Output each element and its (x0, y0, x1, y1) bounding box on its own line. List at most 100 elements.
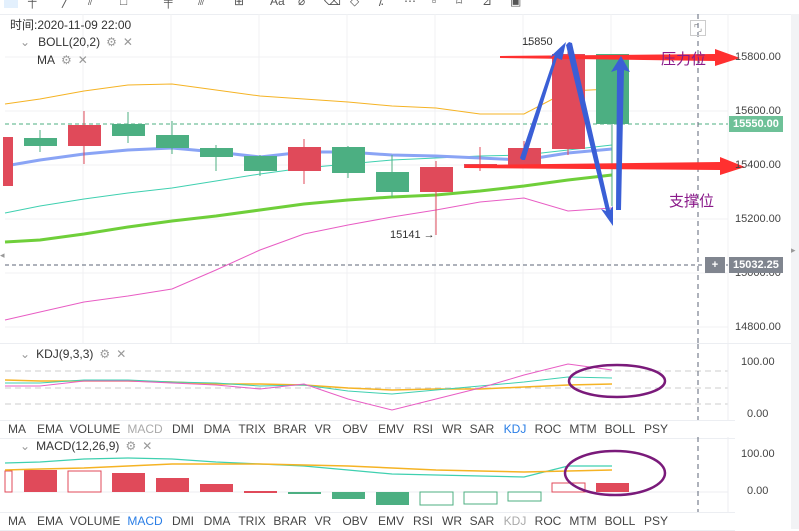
tab-macd[interactable]: MACD (127, 422, 163, 436)
boll-legend: ⌄ BOLL(20,2) ⚙ ✕ (20, 35, 133, 49)
resistance-arrow (500, 49, 740, 66)
main-chart-panel[interactable]: → 时间:2020-11-09 22:00 ⌄ BOLL(20,2) ⚙ ✕ MA ⚙ ✕… (0, 14, 799, 343)
support-arrow (465, 157, 745, 175)
macd-canvas[interactable] (0, 437, 799, 512)
expand-panel-icon[interactable]: ▸ (791, 245, 796, 255)
magnet-tool-icon[interactable]: ⌀ (298, 0, 306, 8)
tab-obv[interactable]: OBV (342, 514, 368, 528)
macd-tick-0: 0.00 (747, 485, 769, 497)
hide-tool-icon[interactable]: ⁒ (378, 0, 384, 8)
settings-gear-icon[interactable]: ⚙ (99, 347, 111, 361)
macd-panel[interactable]: ⌄ MACD(12,26,9) ⚙ ✕ 100.00 0.00 (0, 437, 799, 512)
calendar-tool-icon[interactable]: ▣ (510, 0, 522, 8)
kdj-panel[interactable]: ⌄ KDJ(9,3,3) ⚙ ✕ 100.00 0.00 (0, 343, 799, 421)
tab-roc[interactable]: ROC (534, 514, 562, 528)
tab-sar[interactable]: SAR (469, 514, 495, 528)
tab-mtm[interactable]: MTM (569, 422, 597, 436)
kdj-legend: ⌄ KDJ(9,3,3) ⚙ ✕ (20, 347, 126, 361)
tab-trix[interactable]: TRIX (238, 514, 266, 528)
favorite-tool-icon[interactable]: ⌑ (456, 0, 463, 8)
tab-roc[interactable]: ROC (534, 422, 562, 436)
price-tick: 15600.00 (735, 105, 781, 117)
main-chart-canvas[interactable]: → (0, 14, 799, 343)
tab-dmi[interactable]: DMI (172, 422, 194, 436)
drawing-toolbar: ┼ ╱ ⫽ □ ╪ ⫻ ⊞ Aa ⌀ ⌫ ◇ ⁒ ⋯ ▫ ⌑ ⊿ ▣ (0, 0, 799, 15)
tab-macd[interactable]: MACD (127, 514, 163, 528)
crosshair-add-button[interactable]: + (705, 257, 725, 273)
close-icon[interactable]: ✕ (77, 53, 88, 67)
tab-kdj[interactable]: KDJ (503, 422, 527, 436)
cursor-tool-icon[interactable] (4, 0, 18, 8)
close-icon[interactable]: ✕ (116, 347, 127, 361)
kdj-tick-100: 100.00 (741, 356, 775, 368)
text-tool-icon[interactable]: Aa (270, 0, 285, 8)
lock-tool-icon[interactable]: ◇ (350, 0, 360, 8)
tab-boll[interactable]: BOLL (604, 514, 636, 528)
measure-tool-icon[interactable]: ⊞ (234, 0, 245, 8)
tab-boll[interactable]: BOLL (604, 422, 636, 436)
tab-dma[interactable]: DMA (203, 514, 231, 528)
tab-ema[interactable]: EMA (36, 422, 63, 436)
tab-emv[interactable]: EMV (377, 422, 404, 436)
indicators-tool-icon[interactable]: ⋯ (404, 0, 416, 8)
snapshot-tool-icon[interactable]: ▫ (432, 0, 437, 8)
kdj-legend-label: KDJ(9,3,3) (36, 347, 94, 361)
macd-tick-100: 100.00 (741, 448, 775, 460)
tab-obv[interactable]: OBV (342, 422, 368, 436)
kdj-indicator-tabs: MA EMA VOLUME MACD DMI DMA TRIX BRAR VR … (0, 420, 735, 439)
fullscreen-icon[interactable]: ⌜⌟ (690, 20, 706, 36)
trend-line-tool-icon[interactable]: ╱ (62, 0, 70, 8)
tab-trix[interactable]: TRIX (238, 422, 266, 436)
tab-wr[interactable]: WR (442, 422, 462, 436)
horizontal-line-tool-icon[interactable]: ╪ (164, 0, 173, 8)
tab-sar[interactable]: SAR (469, 422, 495, 436)
tab-dmi[interactable]: DMI (172, 514, 194, 528)
eraser-tool-icon[interactable]: ⌫ (324, 0, 341, 8)
tab-volume[interactable]: VOLUME (69, 514, 121, 528)
crosshair-tool-icon[interactable]: ┼ (28, 0, 37, 8)
blue-arrow-up-2 (611, 56, 630, 210)
tab-brar[interactable]: BRAR (273, 422, 307, 436)
kdj-canvas[interactable] (0, 344, 799, 421)
ma-legend-label: MA (37, 53, 55, 67)
settings-gear-icon[interactable]: ⚙ (106, 35, 117, 49)
collapse-chevron-icon[interactable]: ⌄ (20, 35, 31, 49)
fibonacci-tool-icon[interactable]: ⫻ (198, 0, 206, 8)
tab-rsi[interactable]: RSI (412, 422, 433, 436)
blue-arrow-up-1 (520, 42, 566, 160)
tab-volume[interactable]: VOLUME (69, 422, 121, 436)
settings-gear-icon[interactable]: ⚙ (61, 53, 72, 67)
tab-wr[interactable]: WR (442, 514, 462, 528)
high-annotation: 15850 (522, 36, 553, 48)
tab-vr[interactable]: VR (314, 422, 332, 436)
tab-psy[interactable]: PSY (643, 514, 668, 528)
rectangle-tool-icon[interactable]: □ (120, 0, 128, 8)
tab-emv[interactable]: EMV (377, 514, 404, 528)
right-panel-scrollbar[interactable] (791, 14, 799, 529)
settings-gear-icon[interactable]: ⚙ (125, 439, 137, 453)
tab-ma[interactable]: MA (8, 422, 26, 436)
boll-legend-label: BOLL(20,2) (38, 35, 101, 49)
candlesticks (3, 43, 629, 235)
tab-ma[interactable]: MA (8, 514, 26, 528)
compare-tool-icon[interactable]: ⊿ (482, 0, 493, 8)
tab-dma[interactable]: DMA (203, 422, 231, 436)
tab-ema[interactable]: EMA (36, 514, 63, 528)
last-price-tag: 15550.00 (729, 116, 783, 132)
low-value: 15141 (390, 229, 421, 241)
macd-legend-label: MACD(12,26,9) (36, 439, 120, 453)
close-icon[interactable]: ✕ (122, 35, 133, 49)
tab-kdj[interactable]: KDJ (503, 514, 527, 528)
time-label: 时间:2020-11-09 22:00 (10, 18, 132, 32)
tab-vr[interactable]: VR (314, 514, 332, 528)
tab-rsi[interactable]: RSI (412, 514, 433, 528)
tab-mtm[interactable]: MTM (569, 514, 597, 528)
channel-tool-icon[interactable]: ⫽ (88, 0, 94, 8)
collapse-chevron-icon[interactable]: ⌄ (20, 439, 31, 453)
tab-brar[interactable]: BRAR (273, 514, 307, 528)
macd-indicator-tabs: MA EMA VOLUME MACD DMI DMA TRIX BRAR VR … (0, 512, 735, 531)
collapse-chevron-icon[interactable]: ⌄ (20, 347, 31, 361)
close-icon[interactable]: ✕ (142, 439, 153, 453)
collapse-left-icon[interactable]: ◂ (0, 250, 5, 260)
tab-psy[interactable]: PSY (643, 422, 668, 436)
